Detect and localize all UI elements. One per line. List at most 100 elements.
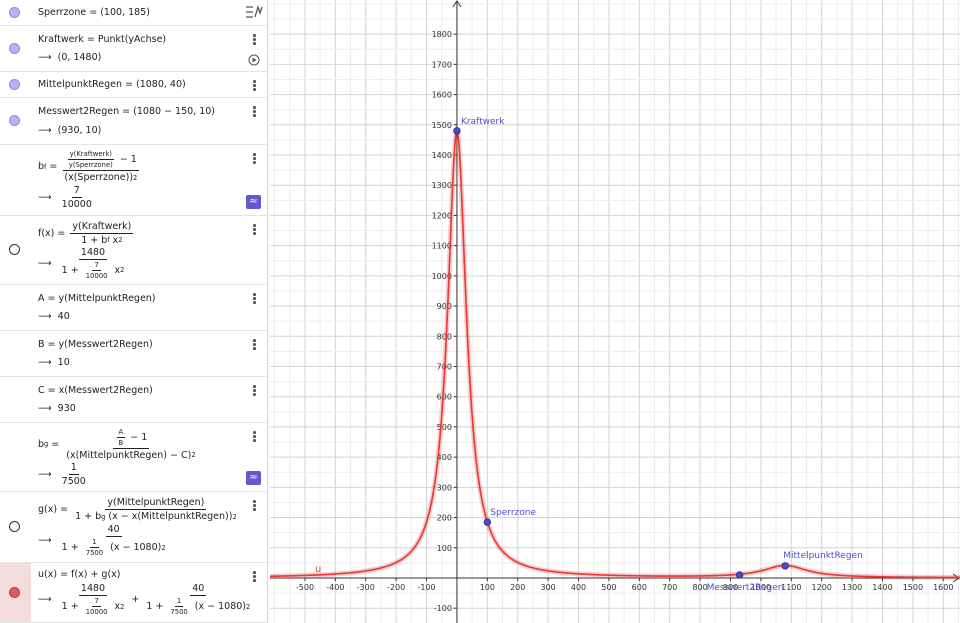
algebra-row[interactable]: Sperrzone = (100, 185) [0, 0, 267, 26]
approx-button[interactable]: ≈ [246, 195, 261, 209]
math-text: b [38, 161, 45, 172]
input-line: Sperrzone = (100, 185) [38, 7, 237, 18]
numerator: 1 [90, 538, 99, 548]
superscript: 2 [246, 602, 251, 611]
background [270, 0, 960, 623]
view-toggle-icon[interactable] [244, 4, 264, 20]
denominator: 10000 [60, 198, 94, 210]
algebra-row[interactable]: A = y(MittelpunktRegen) ⟶ 40 [0, 285, 267, 331]
numerator: 1480 [78, 583, 108, 597]
math-text: 1480 [80, 583, 106, 595]
visibility-toggle[interactable] [9, 586, 20, 598]
subscript: g [44, 440, 49, 448]
math-text: y(MittelpunktRegen) [107, 497, 205, 508]
point [483, 518, 492, 526]
x-tick-label: -500 [296, 583, 314, 592]
math-text: 1 [92, 538, 97, 546]
x-tick-label: 1200 [812, 583, 832, 592]
numerator: y(Kraftwerk) [67, 150, 114, 160]
fraction: 7 10000 [84, 597, 110, 616]
math-text: y(Kraftwerk) [72, 220, 132, 232]
algebra-row[interactable]: B = y(Messwert2Regen) ⟶ 10 [0, 331, 267, 377]
y-tick-label: 500 [437, 423, 452, 432]
fraction: 40 1 + 1 7500 (x − 1080) 2 [60, 524, 168, 557]
denominator: 1 + 1 7500 (x − 1080) 2 [60, 537, 168, 557]
math-text: ⟶ [38, 192, 58, 203]
visibility-toggle[interactable] [9, 42, 20, 54]
denominator: (x(MittelpunktRegen) − C) 2 [64, 449, 197, 461]
algebra-row[interactable]: Messwert2Regen = (1080 − 150, 10) ⟶ (930,… [0, 98, 267, 145]
row-menu[interactable] [253, 224, 257, 237]
math-text: (x − 1080) [191, 601, 247, 613]
x-tick-label: -200 [387, 583, 405, 592]
math-text: ⟶ [38, 468, 58, 480]
visibility-toggle[interactable] [9, 521, 20, 532]
visibility-toggle[interactable] [9, 6, 20, 18]
math-text: u(x) = f(x) + g(x) [38, 568, 121, 580]
numerator: 1 [174, 597, 184, 608]
math-text: 10000 [61, 199, 92, 210]
point-label: Sperrzone [490, 508, 536, 518]
row-menu[interactable] [253, 293, 257, 306]
algebra-row[interactable]: Kraftwerk = Punkt(yAchse) ⟶ (0, 1480) [0, 26, 267, 72]
y-tick-label: 1400 [432, 151, 452, 160]
numerator: y(MittelpunktRegen) [105, 497, 207, 510]
row-menu[interactable] [253, 80, 257, 93]
math-text: 1 + [146, 601, 167, 613]
approx-button[interactable]: ≈ [246, 471, 261, 485]
row-menu[interactable] [253, 339, 257, 352]
row-menu[interactable] [253, 571, 257, 584]
row-menu[interactable] [253, 500, 257, 513]
denominator: 10000 [84, 607, 110, 616]
output-line: ⟶ 40 [38, 311, 237, 322]
play-button[interactable] [248, 54, 260, 66]
row-menu[interactable] [253, 385, 257, 398]
subscript: f [44, 162, 47, 171]
fraction: 7 10000 [84, 261, 110, 280]
denominator: 1 + 1 7500 (x − 1080) 2 [144, 596, 252, 616]
visibility-toggle[interactable] [9, 115, 20, 126]
math-text: y(Sperrzone) [68, 161, 113, 169]
math-text: A [118, 427, 124, 436]
y-tick-label: 1700 [432, 60, 452, 69]
superscript: 2 [232, 512, 237, 521]
subscript: f [107, 236, 110, 244]
row-menu[interactable] [253, 153, 257, 166]
graphics-view: -500 -400 -300 -200 -100 100 200 300 400 500 600 70… [270, 0, 960, 623]
superscript: 2 [120, 602, 125, 611]
y-tick-label: 1000 [432, 272, 452, 281]
visibility-toggle[interactable] [9, 244, 20, 255]
x-tick-label: 1500 [903, 583, 923, 592]
y-tick-label: 100 [437, 544, 452, 553]
output-line: ⟶ 40 1 + 1 7500 (x − 1080) 2 [38, 524, 237, 557]
y-tick-label: 200 [437, 514, 452, 523]
math-text: B [118, 438, 124, 447]
point-label: Kraftwerk [461, 117, 505, 127]
row-menu[interactable] [253, 34, 257, 47]
visibility-toggle[interactable] [9, 78, 20, 90]
math-text: 40 [192, 583, 205, 595]
curve-label: u [315, 564, 321, 575]
y-tick-label: 600 [437, 393, 452, 402]
math-text: 1 + [61, 601, 82, 613]
algebra-row[interactable]: MittelpunktRegen = (1080, 40) [0, 72, 267, 98]
row-menu[interactable] [253, 431, 257, 444]
math-text: 7 [94, 597, 99, 606]
math-text: 1 + [61, 542, 82, 553]
math-text: = [46, 161, 61, 172]
y-tick-label: 400 [437, 453, 452, 462]
row-menu[interactable] [253, 106, 257, 119]
numerator: 1480 [78, 247, 108, 260]
algebra-row[interactable]: C = x(Messwert2Regen) ⟶ 930 [0, 377, 267, 423]
